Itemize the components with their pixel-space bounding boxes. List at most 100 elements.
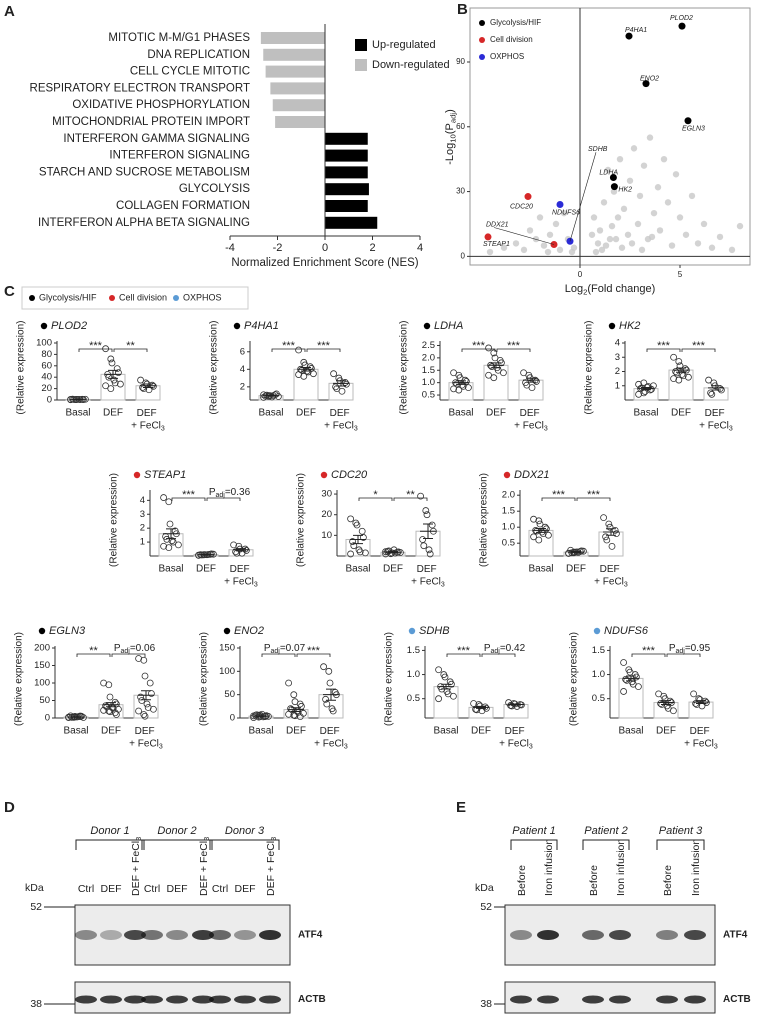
point bbox=[690, 690, 697, 698]
band bbox=[192, 995, 214, 1004]
point bbox=[146, 679, 154, 687]
significance-label: *** bbox=[282, 340, 296, 352]
point bbox=[356, 548, 364, 556]
band bbox=[166, 930, 188, 940]
point bbox=[165, 498, 173, 506]
point bbox=[450, 385, 458, 393]
plot-frame bbox=[469, 7, 751, 266]
category-label: MITOCHONDRIAL PROTEIN IMPORT bbox=[52, 116, 250, 128]
subscript: 3 bbox=[344, 743, 348, 750]
significance-label: *** bbox=[507, 340, 521, 352]
point bbox=[678, 370, 686, 378]
point bbox=[526, 227, 534, 234]
subscript: 3 bbox=[441, 581, 445, 588]
text-part: DEF bbox=[520, 408, 543, 419]
y-tick-label: 90 bbox=[456, 57, 465, 66]
band bbox=[510, 930, 532, 940]
point bbox=[512, 240, 520, 247]
category-label: STARCH AND SUCROSE METABOLISM bbox=[39, 166, 250, 178]
legend-label: OXPHOS bbox=[183, 292, 222, 302]
point bbox=[620, 659, 627, 666]
significance-bracket bbox=[113, 348, 148, 352]
point bbox=[705, 376, 712, 384]
point bbox=[678, 22, 686, 30]
subscript: 3 bbox=[544, 425, 548, 432]
group-bracket bbox=[656, 839, 705, 850]
lane-label: Iron infusion bbox=[543, 839, 555, 896]
legend-label: Glycolysis/HIF bbox=[490, 18, 541, 27]
point bbox=[609, 174, 617, 182]
point bbox=[693, 701, 701, 708]
point bbox=[530, 533, 537, 541]
x-tick-label: 0 bbox=[578, 270, 583, 279]
point bbox=[603, 536, 611, 544]
significance-bracket bbox=[646, 348, 681, 352]
category-label: RESPIRATORY ELECTRON TRANSPORT bbox=[30, 82, 250, 94]
point bbox=[610, 183, 618, 191]
significance-label: *** bbox=[472, 340, 486, 352]
y-tick-label: 2.5 bbox=[422, 340, 435, 351]
point bbox=[138, 697, 146, 704]
point bbox=[570, 244, 578, 251]
x-tick-label: DEF bbox=[656, 726, 676, 737]
point bbox=[656, 227, 664, 234]
error-bar bbox=[198, 553, 214, 556]
y-tick-label: 50 bbox=[39, 695, 50, 706]
x-tick-label: DEF bbox=[103, 408, 123, 419]
error-bar bbox=[658, 700, 674, 705]
error-bar bbox=[693, 700, 709, 705]
text-part: ) bbox=[444, 109, 456, 113]
x-tick-label: 2 bbox=[369, 242, 375, 254]
text-part: + FeCl bbox=[324, 420, 354, 431]
point bbox=[602, 533, 609, 541]
legend-box bbox=[21, 286, 249, 310]
y-tick-label: 1 bbox=[615, 380, 620, 391]
point bbox=[435, 666, 443, 674]
point bbox=[556, 201, 564, 209]
category-label: DNA REPLICATION bbox=[147, 49, 250, 61]
band bbox=[537, 930, 559, 940]
text-part: =0.07 bbox=[280, 643, 306, 654]
point bbox=[611, 527, 619, 534]
legend-swatch bbox=[355, 59, 367, 71]
band bbox=[124, 930, 146, 940]
y-tick-label: 1.0 bbox=[502, 522, 515, 533]
chart-title: ENO2 bbox=[234, 625, 264, 637]
point bbox=[700, 220, 708, 228]
text-part: (P bbox=[444, 123, 456, 134]
group-label: Donor 2 bbox=[157, 825, 196, 837]
point bbox=[684, 117, 692, 125]
group-label: Patient 2 bbox=[584, 825, 627, 837]
point-label: STEAP1 bbox=[483, 241, 510, 248]
error-bar bbox=[105, 369, 121, 379]
y-tick-label: 0 bbox=[461, 251, 466, 260]
y-tick-label: 150 bbox=[34, 660, 50, 671]
chart-title: HK2 bbox=[619, 320, 640, 332]
point bbox=[458, 381, 466, 389]
x-tick-label: DEF bbox=[296, 408, 316, 419]
error-bar bbox=[138, 690, 154, 701]
error-bar bbox=[103, 702, 119, 708]
x-tick-label: DEF + FeCl3 bbox=[684, 726, 718, 751]
point bbox=[320, 663, 328, 671]
point bbox=[560, 209, 568, 217]
x-tick-label: DEF bbox=[566, 564, 586, 575]
error-bar bbox=[488, 362, 504, 369]
category-label: CELL CYCLE MITOTIC bbox=[130, 66, 250, 78]
group-bracket bbox=[141, 839, 213, 850]
text-part: Log bbox=[565, 283, 583, 295]
point bbox=[422, 507, 430, 514]
band bbox=[234, 995, 256, 1004]
bar bbox=[528, 529, 554, 557]
bar bbox=[263, 48, 325, 61]
y-tick-label: 2.0 bbox=[422, 352, 435, 363]
y-tick-label: 1.5 bbox=[422, 365, 435, 376]
x-axis-title: Normalized Enrichment Score (NES) bbox=[231, 257, 418, 269]
point bbox=[425, 546, 433, 554]
title-marker bbox=[223, 627, 231, 635]
y-axis-title: (Relative expression) bbox=[199, 632, 210, 726]
point bbox=[657, 700, 664, 707]
point bbox=[590, 214, 598, 221]
label: Padj=0.06 bbox=[114, 643, 156, 655]
